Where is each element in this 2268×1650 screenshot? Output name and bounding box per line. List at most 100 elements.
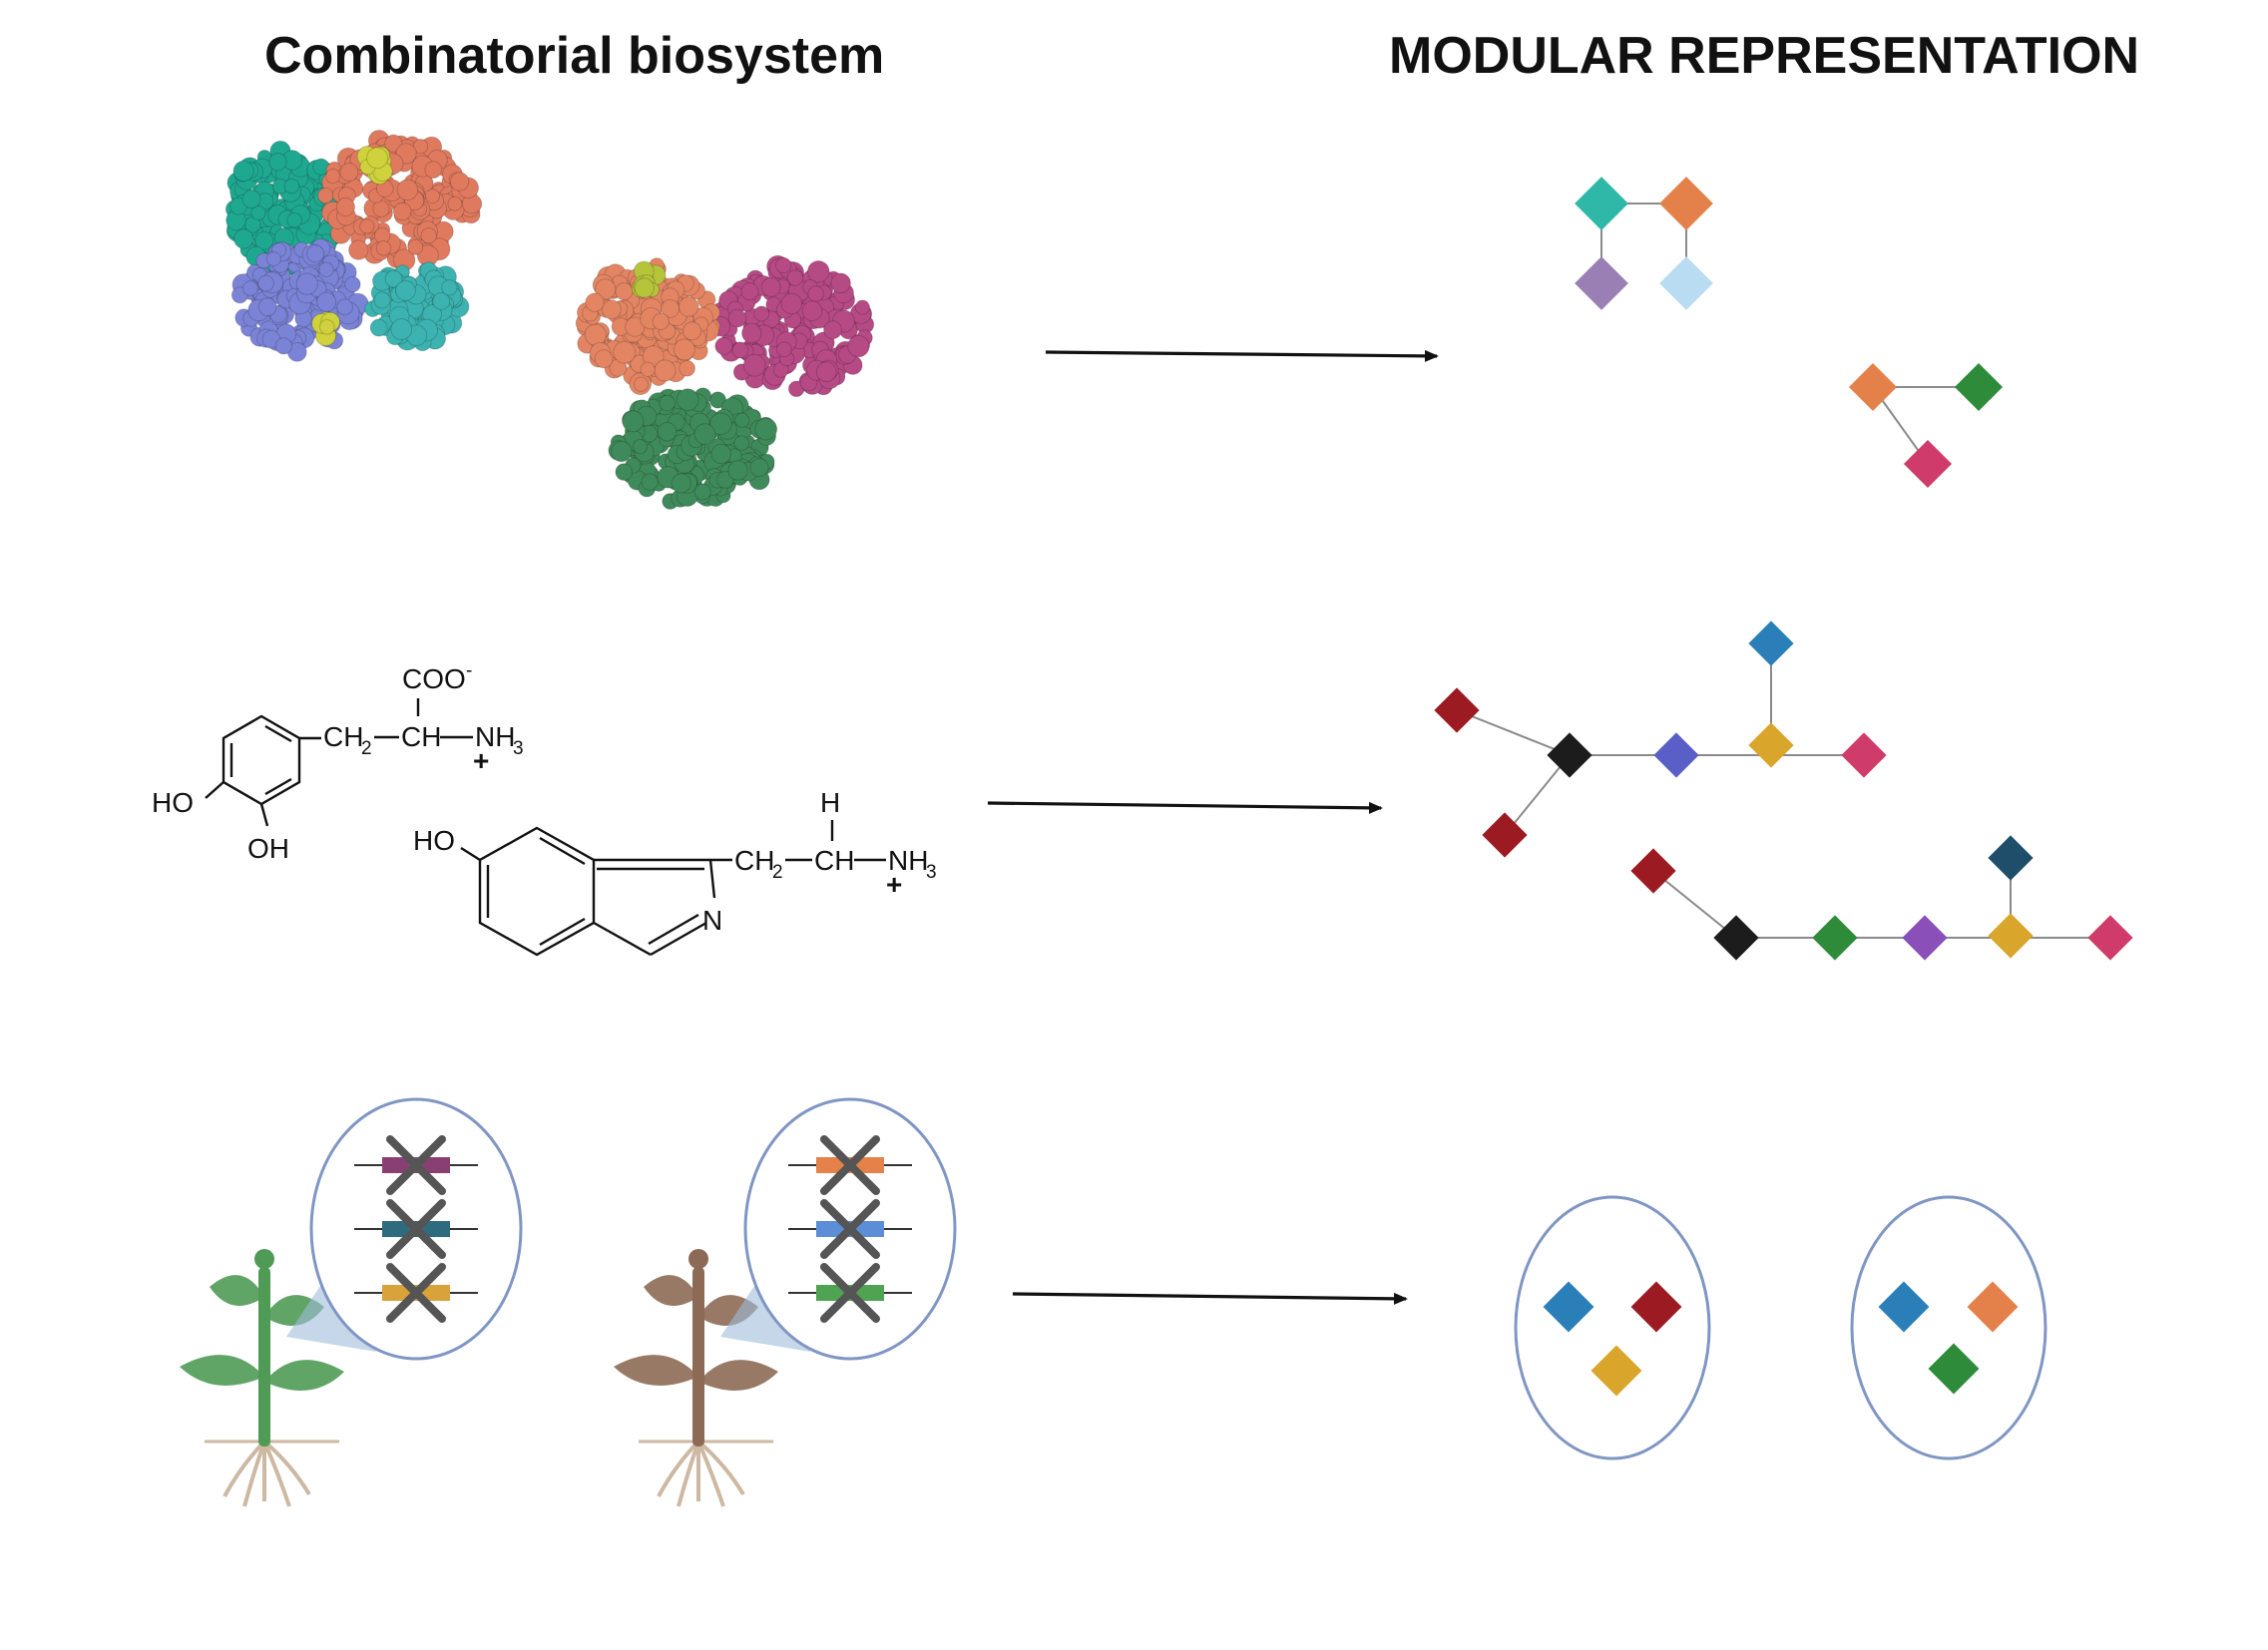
- module-purple: [1575, 256, 1628, 310]
- protein-atom: [319, 319, 335, 335]
- protein-complex-b: [575, 254, 875, 510]
- root: [242, 1441, 266, 1507]
- protein-atom: [676, 388, 699, 412]
- module-steel-blue: [1543, 1281, 1594, 1333]
- carboxylate-label: COO: [402, 663, 466, 694]
- module-orange: [1967, 1281, 2019, 1333]
- protein-atom: [373, 291, 391, 309]
- ammonium-subscript: 3: [926, 862, 937, 883]
- protein-atom: [716, 471, 734, 489]
- protein-atom: [318, 261, 334, 277]
- protein-atom: [283, 178, 300, 195]
- protein-atom: [641, 473, 659, 491]
- module-set-ellipse: [1514, 1195, 1711, 1460]
- module-navy-teal: [1988, 835, 2034, 881]
- protein-atom: [348, 239, 369, 260]
- protein-atom: [733, 435, 750, 452]
- protein-atom: [375, 240, 392, 256]
- protein-atom: [613, 340, 637, 364]
- protein-atom: [640, 361, 656, 377]
- module-chain-b: [1630, 835, 2133, 961]
- module-light-blue: [1659, 256, 1713, 310]
- protein-atom: [601, 299, 622, 320]
- module-pink: [1903, 439, 1953, 489]
- stem: [692, 1267, 704, 1446]
- hydroxyl-label: OH: [247, 833, 289, 864]
- protein-atom: [741, 322, 762, 344]
- protein-atom: [673, 338, 695, 361]
- root: [262, 1441, 291, 1507]
- root: [696, 1440, 745, 1496]
- module-black: [1713, 915, 1759, 961]
- protein-atom: [424, 161, 443, 180]
- protein-atom: [425, 189, 440, 205]
- arrow-row-3: [1012, 1292, 1408, 1305]
- protein-atom: [611, 440, 633, 463]
- module-dark-red: [1630, 848, 1676, 894]
- ammonium-label: NH: [888, 845, 928, 876]
- protein-atom: [585, 292, 605, 312]
- bud: [688, 1249, 708, 1269]
- root: [696, 1441, 725, 1507]
- nitrogen-label: N: [702, 905, 722, 936]
- protein-atom: [441, 279, 458, 296]
- protein-atom: [449, 172, 470, 192]
- leaf: [698, 1360, 778, 1391]
- arrow-row-2: [987, 801, 1383, 814]
- benzene-ring: [222, 714, 301, 806]
- knockout-cross: [820, 1199, 880, 1259]
- ammonium-subscript: 3: [513, 738, 524, 759]
- protein-atom: [268, 153, 287, 172]
- protein-atom: [807, 260, 830, 283]
- protein-atom: [654, 359, 677, 382]
- protein-atom: [854, 299, 871, 315]
- ammonium-charge: +: [473, 745, 489, 776]
- protein-atom: [749, 458, 769, 478]
- protein-atom: [257, 274, 274, 292]
- protein-atom: [395, 279, 416, 301]
- module-orange: [1659, 177, 1713, 230]
- module-gold: [1988, 913, 2034, 959]
- protein-atom: [295, 272, 318, 295]
- knockout-cross: [820, 1263, 880, 1323]
- protein-atom: [634, 277, 655, 298]
- protein-atom: [693, 423, 716, 446]
- protein-atom: [392, 202, 412, 221]
- protein-atom: [316, 291, 337, 312]
- leaf: [264, 1360, 344, 1391]
- methylene-subscript: 2: [772, 862, 783, 883]
- protein-atom: [407, 238, 424, 255]
- protein-atom: [359, 218, 375, 234]
- module-pink: [2087, 915, 2133, 961]
- module-dark-red: [1630, 1281, 1682, 1333]
- methylene-subscript: 2: [361, 738, 372, 759]
- root: [657, 1440, 700, 1497]
- protein-atom: [384, 269, 403, 288]
- protein-atom: [710, 443, 731, 465]
- protein-atom: [274, 337, 292, 355]
- protein-atom: [241, 190, 261, 209]
- protein-atom: [693, 483, 711, 501]
- protein-atom: [678, 296, 699, 317]
- module-steel-blue: [1878, 1281, 1930, 1333]
- protein-atom: [659, 394, 676, 412]
- protein-atom: [384, 134, 403, 153]
- protein-atom: [727, 308, 747, 328]
- plant-a: [180, 1097, 523, 1507]
- protein-atom: [265, 251, 281, 266]
- module-violet: [1902, 915, 1948, 961]
- hydrogen-label: H: [820, 787, 840, 818]
- protein-atom: [815, 361, 837, 383]
- protein-atom: [847, 334, 870, 358]
- module-green: [1812, 915, 1858, 961]
- protein-atom: [742, 353, 766, 377]
- left-heading: Combinatorial biosystem: [264, 27, 885, 85]
- protein-atom: [776, 341, 792, 358]
- module-dark-red: [1482, 812, 1528, 858]
- protein-atom: [633, 376, 650, 392]
- module-set-a: [1514, 1195, 1711, 1460]
- protein-atom: [727, 460, 748, 481]
- protein-atom: [306, 244, 325, 263]
- protein-atom: [740, 282, 759, 301]
- protein-atom: [754, 417, 778, 441]
